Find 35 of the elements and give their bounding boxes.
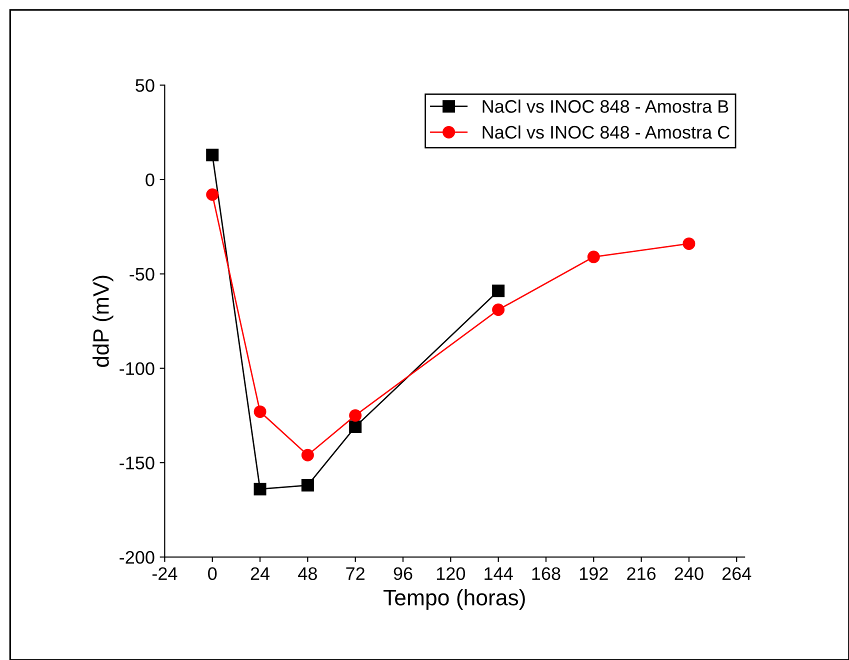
point <box>587 250 600 264</box>
point <box>492 304 505 316</box>
x-tick-label: 216 <box>627 567 656 580</box>
point <box>206 188 219 201</box>
point <box>301 448 314 462</box>
x-tick-label: 240 <box>674 567 704 580</box>
point <box>254 405 266 418</box>
y-tick-label: -100 <box>120 362 154 375</box>
x-tick-label: 0 <box>208 567 217 580</box>
y-tick-label: -200 <box>120 550 154 564</box>
point <box>349 409 362 422</box>
point <box>349 420 362 434</box>
x-tick-label: 264 <box>722 567 752 580</box>
x-tick-label: 192 <box>580 567 608 580</box>
point <box>492 284 505 298</box>
x-tick-label: 24 <box>250 567 270 580</box>
x-tick-label: -24 <box>152 567 178 580</box>
x-tick-label: 120 <box>436 567 466 580</box>
point <box>206 148 219 162</box>
x-tick-label: 96 <box>394 567 412 580</box>
x-tick-label: 168 <box>532 567 560 580</box>
point <box>301 479 314 492</box>
x-axis-title: Tempo (horas) <box>384 589 525 610</box>
legend-label: NaCl vs INOC 848 - Amostra C <box>482 125 730 139</box>
point <box>682 237 696 250</box>
y-tick-label: 0 <box>146 173 154 186</box>
y-tick-label: -50 <box>130 268 154 281</box>
x-tick-label: 72 <box>346 567 364 580</box>
x-tick-label: 144 <box>484 567 513 580</box>
y-tick-label: -150 <box>120 456 154 470</box>
y-axis-title: ddP (mV) <box>92 276 114 367</box>
x-tick-label: 48 <box>298 567 317 580</box>
y-tick-label: 50 <box>136 79 154 92</box>
legend-label: NaCl vs INOC 848 - Amostra B <box>482 100 728 113</box>
point <box>254 482 266 496</box>
